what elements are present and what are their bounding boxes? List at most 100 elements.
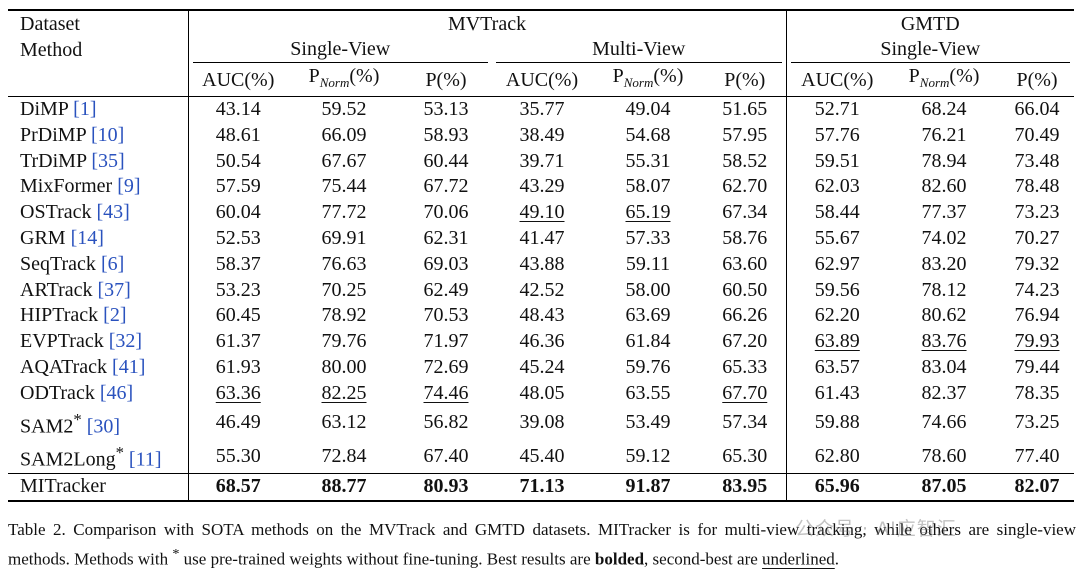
method-header: Method [8, 37, 189, 97]
metric-value: 61.84 [625, 330, 671, 353]
metric-value: 43.14 [188, 95, 288, 123]
metric-value: 70.27 [1014, 226, 1060, 249]
metric-value: 68.24 [888, 95, 1001, 123]
metric-value: 78.12 [921, 278, 967, 301]
metric-value: 83.04 [921, 355, 967, 378]
metric-value: 60.44 [423, 149, 469, 172]
table-row: SAM2* [30] 46.49 63.12 56.82 39.08 53.49 57.34… [8, 406, 1074, 441]
metric-value: 52.71 [786, 95, 889, 123]
metric-value: 53.13 [400, 95, 492, 123]
citation-link[interactable]: [11] [128, 448, 162, 471]
metric-value: 74.46 [423, 381, 469, 404]
citation-link[interactable]: [10] [90, 123, 125, 146]
metric-value: 59.76 [625, 355, 671, 378]
metric-value: 63.69 [625, 304, 671, 327]
metric-precision: P(%) [425, 68, 467, 91]
citation-link[interactable]: [30] [86, 415, 121, 438]
metric-value: 55.67 [814, 226, 860, 249]
metric-value: 73.25 [1014, 411, 1060, 434]
method-name: SAM2* [30] [8, 406, 189, 441]
metric-value: 73.48 [1014, 149, 1060, 172]
metric-value: 59.52 [288, 95, 400, 123]
metric-value: 72.84 [321, 444, 367, 467]
method-name: EVPTrack [32] [8, 329, 189, 355]
dataset-header: Dataset [8, 9, 189, 37]
citation-link[interactable]: [46] [99, 381, 134, 404]
metric-value: 66.04 [1000, 95, 1075, 123]
metric-value: 75.44 [321, 175, 367, 198]
citation-link[interactable]: [43] [96, 201, 130, 224]
metric-value: 76.94 [1014, 304, 1060, 327]
metric-value: 58.07 [625, 175, 671, 198]
metric-value: 79.76 [321, 330, 367, 353]
citation-link[interactable]: [32] [108, 330, 143, 353]
metric-value: 63.57 [814, 355, 860, 378]
citation-link[interactable]: [6] [100, 252, 125, 275]
metric-value: 87.05 [888, 473, 1001, 503]
metric-value: 39.08 [519, 411, 565, 434]
metric-value: 71.97 [423, 330, 469, 353]
citation-link[interactable]: [37] [97, 278, 131, 301]
citation-link[interactable]: [41] [112, 355, 146, 378]
metric-value: 52.53 [215, 226, 261, 249]
metric-value: 42.52 [519, 278, 565, 301]
dataset-mvtrack: MVTrack [188, 9, 787, 37]
metric-value: 57.95 [704, 122, 787, 149]
citation-link[interactable]: [2] [103, 304, 127, 327]
method-name: TrDiMP [35] [8, 148, 189, 175]
metric-value: 43.88 [519, 252, 565, 275]
table-row: GRM [14] 52.53 69.91 62.31 41.47 57.33 58.76 55… [8, 225, 1074, 252]
metric-value: 76.63 [321, 252, 367, 275]
metric-value: 91.87 [592, 473, 704, 503]
metric-value: 77.37 [921, 201, 967, 224]
metric-value: 63.55 [625, 381, 671, 404]
method-name: AQATrack [41] [8, 354, 189, 381]
metric-value: 79.32 [1014, 252, 1060, 275]
metric-value: 63.12 [321, 411, 367, 434]
dataset-gmtd: GMTD [786, 9, 1075, 37]
metric-value: 73.23 [1014, 201, 1060, 224]
metric-value: 61.43 [814, 381, 860, 404]
metric-value: 82.07 [1000, 473, 1075, 503]
metric-value: 60.04 [215, 201, 261, 224]
citation-link[interactable]: [9] [117, 175, 141, 198]
table-row: ARTrack [37] 53.23 70.25 62.49 42.52 58.00 60.… [8, 277, 1074, 304]
metric-value: 60.50 [704, 277, 787, 304]
metric-value: 59.56 [814, 278, 860, 301]
metric-value: 59.12 [625, 444, 671, 467]
view-single-gmtd: Single-View [786, 37, 1074, 63]
metric-value: 78.94 [921, 149, 967, 172]
method-name: MixFormer [9] [8, 174, 189, 201]
metric-value: 83.95 [704, 473, 787, 503]
metric-value: 67.67 [321, 149, 367, 172]
metric-value: 58.44 [814, 201, 860, 224]
metric-value: 56.82 [423, 411, 469, 434]
metric-value: 55.31 [625, 149, 671, 172]
metric-value: 82.25 [321, 381, 367, 404]
metric-value: 61.93 [215, 355, 261, 378]
table-row: ODTrack [46] 63.36 82.25 74.46 48.05 63.55 67.… [8, 380, 1074, 407]
results-table: Dataset MVTrack GMTD Method Single-View … [8, 9, 1075, 503]
metric-value: 49.04 [592, 95, 704, 123]
metric-value: 63.36 [215, 381, 261, 404]
metric-auc: AUC(%) [202, 68, 275, 91]
metric-auc: AUC(%) [505, 68, 579, 91]
metric-value: 77.72 [321, 201, 367, 224]
metric-value: 63.89 [814, 330, 860, 353]
metric-value: 80.00 [321, 355, 367, 378]
metric-pnorm: PNorm(%) [612, 65, 684, 90]
table-row: TrDiMP [35] 50.54 67.67 60.44 39.71 55.31 58.5… [8, 148, 1074, 175]
metric-value: 70.06 [423, 201, 469, 224]
citation-link[interactable]: [1] [73, 98, 97, 120]
metric-value: 38.49 [519, 123, 565, 146]
table-row-ours: MITracker 68.57 88.77 80.93 71.13 91.87 83.95 6… [8, 473, 1075, 503]
citation-link[interactable]: [35] [91, 149, 125, 172]
caption-bold-word: bolded [594, 549, 645, 569]
metric-value: 80.93 [400, 473, 492, 503]
metric-value: 45.40 [519, 444, 565, 467]
method-name: SeqTrack [6] [8, 251, 189, 278]
table-caption: Table 2. Comparison with SOTA methods on… [8, 520, 1076, 569]
metric-value: 45.24 [519, 355, 565, 378]
metric-value: 54.68 [625, 123, 671, 146]
citation-link[interactable]: [14] [70, 226, 104, 249]
